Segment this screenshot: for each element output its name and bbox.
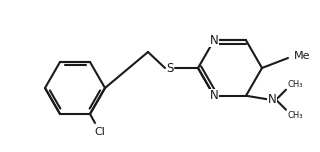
Text: N: N [210, 34, 218, 47]
Text: CH₃: CH₃ [288, 111, 303, 120]
Text: N: N [268, 93, 276, 106]
Text: CH₃: CH₃ [288, 80, 303, 89]
Text: S: S [166, 62, 174, 74]
Text: Me: Me [294, 51, 310, 61]
Text: Cl: Cl [95, 127, 105, 137]
Text: N: N [210, 89, 218, 102]
